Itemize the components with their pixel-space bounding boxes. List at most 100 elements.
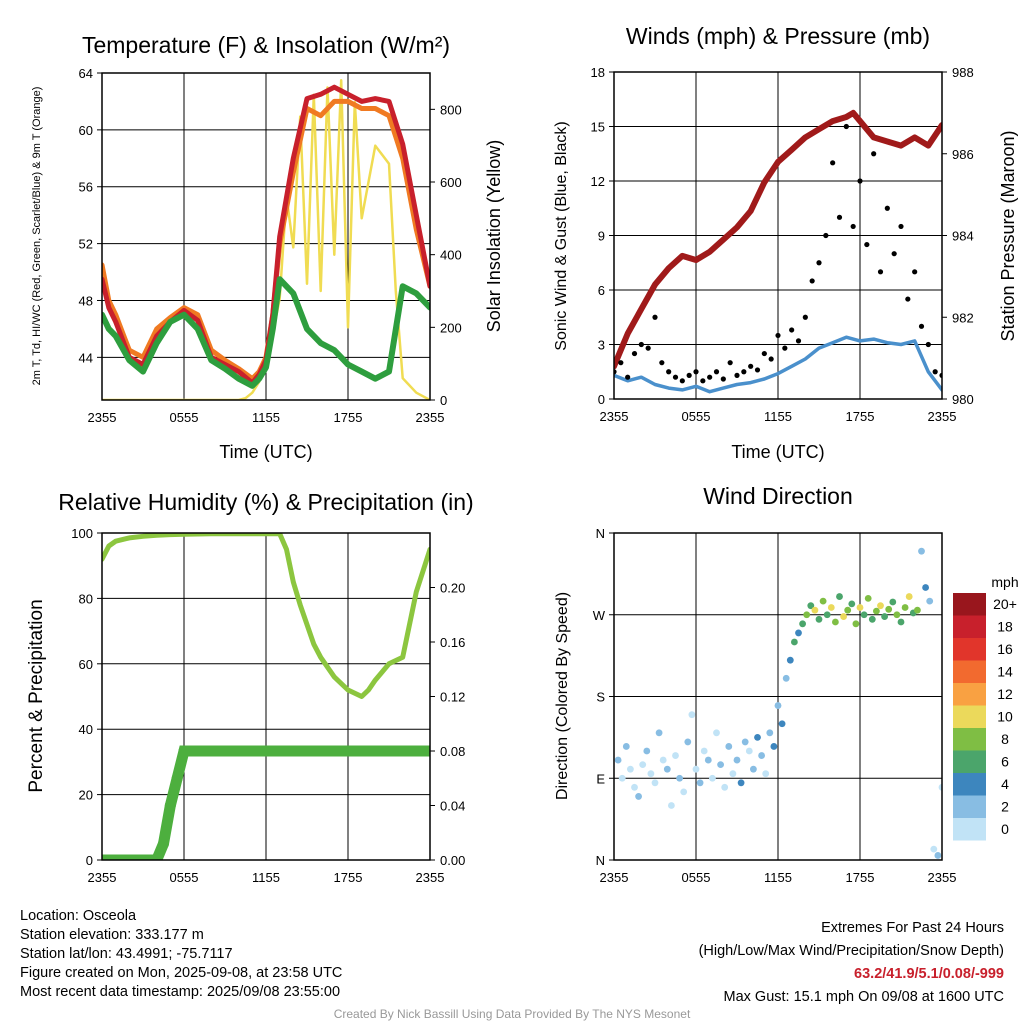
wind-x-axis-label: Time (UTC): [731, 442, 824, 462]
direction-point: [836, 593, 843, 600]
direction-point: [762, 770, 770, 778]
direction-point: [655, 729, 663, 737]
gust-point: [645, 345, 651, 351]
direction-point: [725, 743, 733, 750]
direction-point: [741, 738, 749, 746]
y-tick-label: 0: [598, 392, 605, 407]
direction-point: [885, 605, 893, 613]
wind-series: [614, 109, 942, 394]
direction-point: [672, 752, 679, 759]
direction-point: [709, 774, 716, 782]
extremes-title: Extremes For Past 24 Hours: [821, 920, 1004, 936]
direction-point: [914, 606, 921, 614]
direction-point: [881, 613, 888, 620]
x-tick-label: 2355: [416, 870, 445, 885]
dir-chart-title: Wind Direction: [703, 483, 853, 509]
gust-point: [823, 232, 829, 239]
gust-point: [666, 369, 672, 375]
y-tick-label: 48: [79, 293, 93, 308]
latlon-text: Station lat/lon: 43.4991; -75.7117: [20, 946, 233, 962]
direction-point: [651, 779, 659, 787]
y-tick-label: 3: [598, 338, 605, 353]
direction-point: [905, 593, 913, 600]
colorbar-label: 0: [1001, 821, 1009, 837]
direction-point: [918, 547, 925, 555]
rh-line: [102, 533, 430, 699]
y-tick-label: 80: [79, 591, 93, 606]
gust-point: [652, 314, 658, 320]
gust-point: [898, 223, 904, 230]
y2-tick-label: 400: [440, 248, 462, 263]
recent-text: Most recent data timestamp: 2025/09/08 2…: [20, 984, 341, 1000]
direction-point: [840, 613, 847, 620]
wind-grid: [613, 71, 943, 400]
colorbar-label: 4: [1001, 776, 1009, 792]
rh-chart-title: Relative Humidity (%) & Precipitation (i…: [58, 489, 473, 515]
direction-point: [668, 802, 675, 809]
y-tick-label: 12: [591, 174, 605, 189]
y-tick-label: 100: [71, 526, 93, 541]
gust-point: [625, 374, 631, 380]
colorbar-swatch: [953, 773, 986, 796]
y-tick-label: 9: [598, 229, 605, 244]
gust-point: [830, 160, 836, 166]
y2-tick-label: 982: [952, 310, 974, 325]
direction-point: [737, 779, 745, 787]
direction-point: [754, 733, 761, 741]
wind-direction-panel: Wind Direction 2355 0555 1155 1755 2355 N E S W N…: [554, 483, 1019, 885]
direction-point: [676, 774, 683, 782]
gust-point: [850, 223, 856, 230]
temp-y2-axis-label: Solar Insolation (Yellow): [484, 140, 504, 332]
precip-line: [102, 745, 430, 860]
direction-point: [627, 765, 634, 773]
humidity-panel: Relative Humidity (%) & Precipitation (i…: [26, 489, 474, 885]
direction-point: [717, 761, 724, 769]
y2-tick-label: 200: [440, 320, 462, 335]
direction-point: [745, 747, 753, 755]
direction-point: [877, 602, 884, 610]
x-tick-label: 0555: [682, 409, 711, 424]
gust-point: [741, 369, 747, 375]
y-tick-label: 0: [86, 853, 93, 868]
direction-point: [750, 765, 757, 773]
wind-y-axis-label: Sonic Wind & Gust (Blue, Black): [553, 121, 570, 350]
temp-x-axis-label: Time (UTC): [219, 442, 312, 462]
x-tick-label: 1155: [764, 409, 792, 424]
direction-point: [827, 604, 835, 611]
dir-y-axis-label: Direction (Colored By Speed): [554, 592, 571, 800]
x-tick-label: 2355: [88, 410, 117, 425]
y2-tick-label: 0.12: [440, 690, 465, 705]
gust-point: [700, 378, 706, 384]
direction-point: [852, 620, 860, 628]
x-tick-label: 2355: [928, 409, 957, 424]
direction-point: [873, 607, 880, 615]
direction-point: [663, 765, 671, 773]
colorbar-swatch: [953, 638, 986, 661]
gust-point: [707, 374, 713, 380]
elevation-text: Station elevation: 333.177 m: [20, 927, 204, 943]
y-tick-label: N: [596, 526, 605, 541]
direction-point: [692, 765, 700, 773]
direction-point: [647, 770, 655, 778]
rh-tick-labels: 2355 0555 1155 1755 2355 0 20 40 60 80 100 0.00 0.04…: [71, 526, 465, 885]
direction-point: [791, 638, 798, 646]
sonic-wind-line: [614, 335, 942, 394]
gust-point: [905, 296, 911, 302]
dir-tick-labels: 2355 0555 1155 1755 2355 N E S W N: [593, 526, 957, 885]
colorbar-swatch: [953, 683, 986, 706]
colorbar-label: 18: [997, 619, 1013, 635]
y2-tick-label: 0: [440, 393, 447, 408]
colorbar-label: 12: [997, 686, 1013, 702]
gust-point: [768, 356, 774, 362]
gust-point: [918, 323, 925, 329]
gust-point: [891, 251, 897, 257]
rh-grid: [101, 532, 431, 861]
gust-point: [748, 363, 754, 369]
y-tick-label: 56: [79, 180, 93, 195]
direction-point: [704, 756, 712, 764]
gust-point: [877, 269, 884, 275]
location-text: Location: Osceola: [20, 908, 137, 924]
max-gust-text: Max Gust: 15.1 mph On 09/08 at 1600 UTC: [723, 989, 1004, 1005]
x-tick-label: 1155: [252, 870, 280, 885]
direction-point: [848, 600, 856, 608]
